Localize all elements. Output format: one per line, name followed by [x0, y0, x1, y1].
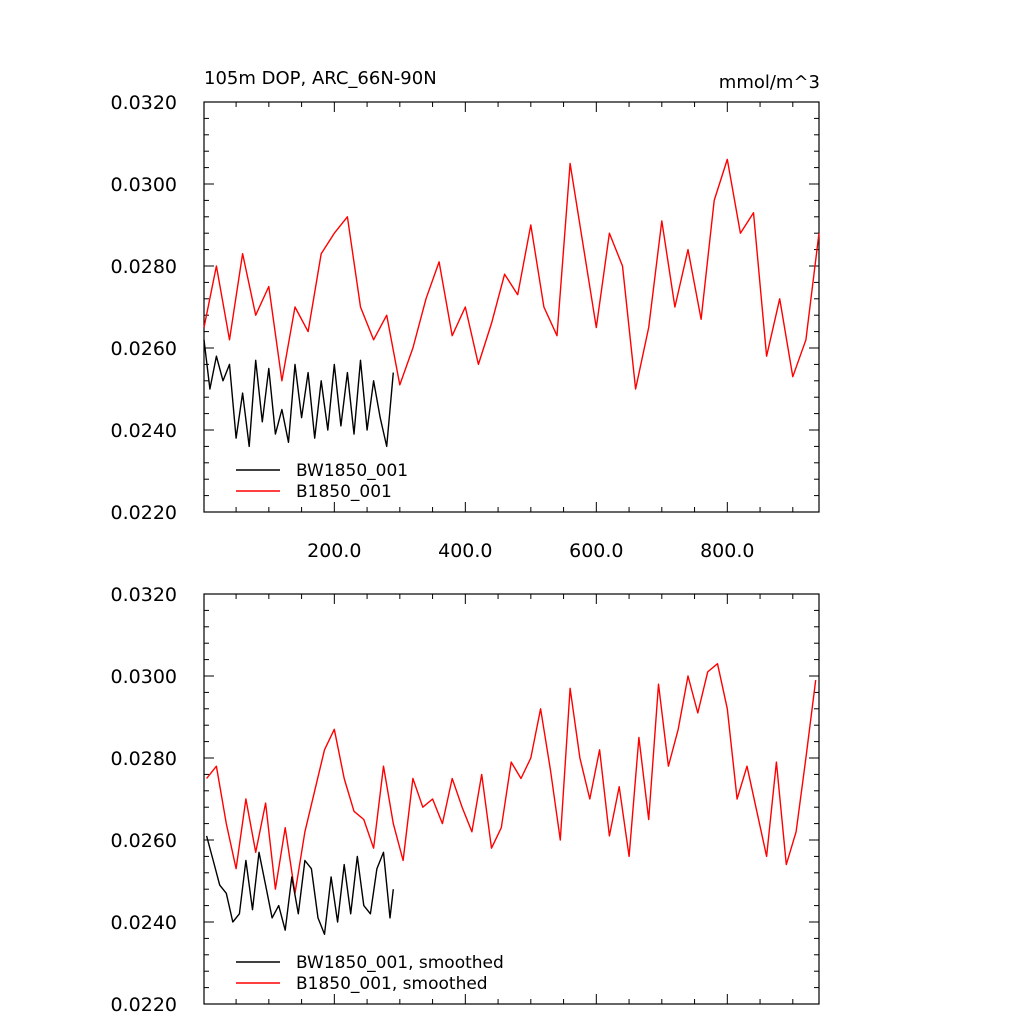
series-line-b1850-001-smoothed — [206, 663, 817, 894]
y-tick-label: 0.0220 — [111, 994, 177, 1016]
legend-label: BW1850_001 — [296, 461, 408, 481]
chart-title: 105m DOP, ARC_66N-90N — [204, 68, 437, 89]
y-tick-label: 0.0320 — [111, 584, 177, 606]
series-line-bw1850-001-smoothed — [205, 835, 394, 935]
y-tick-label: 0.0240 — [111, 420, 177, 442]
x-tick-label: 800.0 — [700, 540, 754, 562]
series-line-bw1850-001 — [203, 339, 394, 448]
axes-group: 0.0220 0.0240 0.0260 0.0280 0.0300 0.0320 — [111, 584, 819, 1016]
x-tick-label: 400.0 — [438, 540, 492, 562]
x-tick-label: 600.0 — [569, 540, 623, 562]
axes-group: 0.0220 0.0240 0.0260 0.0280 0.0300 0.0320 200.… — [111, 92, 819, 562]
units-label: mmol/m^3 — [719, 72, 820, 93]
y-tick-label: 0.0320 — [111, 92, 177, 114]
y-tick-label: 0.0280 — [111, 748, 177, 770]
top-panel: 105m DOP, ARC_66N-90N mmol/m^3 0.02200.0… — [111, 68, 820, 562]
plot-frame — [203, 593, 820, 1005]
bottom-panel: 0.0220 0.0240 0.0260 0.0280 0.0300 0.0320 BW1… — [111, 584, 820, 1016]
plot-frame — [203, 101, 820, 513]
y-tick-label: 0.0300 — [111, 174, 177, 196]
legend-label: B1850_001 — [296, 482, 392, 502]
series-lines — [203, 158, 820, 448]
y-tick-label: 0.0300 — [111, 666, 177, 688]
x-tick-label: 200.0 — [307, 540, 361, 562]
legend-label: B1850_001, smoothed — [296, 974, 488, 994]
y-tick-label: 0.0220 — [111, 502, 177, 524]
legend-label: BW1850_001, smoothed — [296, 953, 504, 973]
series-line-b1850-001 — [203, 158, 820, 390]
series-lines — [205, 663, 817, 935]
y-tick-label: 0.0280 — [111, 256, 177, 278]
y-tick-label: 0.0260 — [111, 830, 177, 852]
y-tick-label: 0.0240 — [111, 912, 177, 934]
y-tick-label: 0.0260 — [111, 338, 177, 360]
